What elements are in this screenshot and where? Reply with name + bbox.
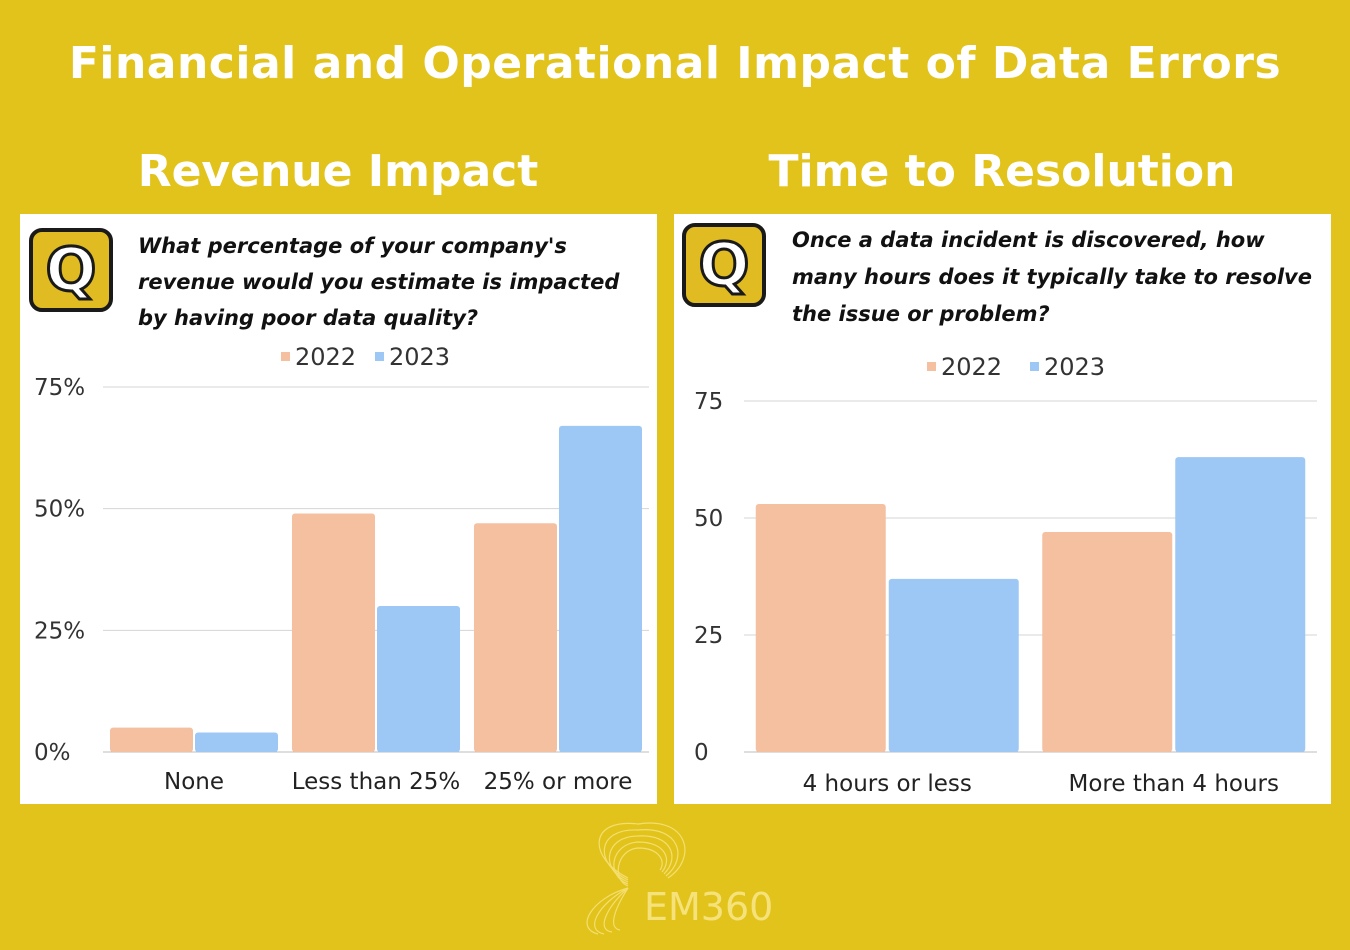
legend: 2022 2023 (927, 353, 1105, 381)
y-tick-label: 25% (34, 618, 85, 644)
x-category-label: 4 hours or less (803, 771, 972, 797)
question-badge-icon: Q (29, 228, 113, 312)
bar-2022-2 (474, 523, 557, 752)
legend-swatch-2023 (375, 352, 384, 361)
legend-swatch-2022 (927, 362, 936, 371)
legend-swatch-2023 (1030, 362, 1039, 371)
x-category-label: 25% or more (484, 769, 633, 795)
em360-logo: EM360 (568, 818, 783, 938)
bar-2022-1 (292, 513, 375, 752)
time-to-resolution-panel: Q Once a data incident is discovered, ho… (674, 214, 1331, 804)
x-category-label: None (164, 769, 224, 795)
bar-2023-1 (1175, 457, 1306, 752)
legend-label-2022: 2022 (941, 353, 1002, 381)
y-tick-label: 0 (694, 740, 709, 766)
em360-logo-text: EM360 (644, 885, 773, 929)
bar-2023-0 (195, 732, 278, 752)
legend-label-2023: 2023 (389, 343, 450, 371)
bar-2022-0 (755, 503, 886, 752)
legend: 2022 2023 (281, 343, 450, 371)
time-to-resolution-chart: 0 25 50 75 4 hours or less More than 4 hours 2… (694, 353, 1317, 797)
x-category-label: More than 4 hours (1068, 771, 1279, 797)
revenue-impact-chart: 0% 25% 50% 75% None Less than 25% 25% or more 2… (34, 343, 649, 795)
legend-swatch-2022 (281, 352, 290, 361)
y-tick-label: 50 (694, 506, 723, 532)
question-badge-icon: Q (682, 223, 766, 307)
question-badge-letter: Q (697, 229, 751, 302)
bar-2023-2 (559, 425, 642, 752)
y-tick-label: 0% (34, 740, 71, 766)
question-badge-letter: Q (44, 234, 98, 307)
y-tick-label: 75% (34, 375, 85, 401)
bar-2022-0 (110, 727, 193, 752)
main-title: Financial and Operational Impact of Data… (68, 38, 1282, 89)
em360-logo-icon: EM360 (586, 822, 773, 935)
bar-2023-0 (888, 578, 1019, 752)
time-to-resolution-heading: Time to Resolution (768, 146, 1236, 197)
revenue-question-text: What percentage of your company's revenu… (138, 234, 620, 330)
legend-label-2023: 2023 (1044, 353, 1105, 381)
legend-label-2022: 2022 (295, 343, 356, 371)
bar-2022-1 (1042, 532, 1173, 752)
resolution-question-text: Once a data incident is discovered, how … (792, 228, 1312, 326)
revenue-impact-heading: Revenue Impact (137, 146, 539, 197)
revenue-impact-panel: Q What percentage of your company's reve… (20, 214, 657, 804)
y-tick-label: 25 (694, 623, 723, 649)
y-tick-label: 50% (34, 497, 85, 523)
x-category-label: Less than 25% (292, 769, 461, 795)
bar-2023-1 (377, 606, 460, 752)
y-tick-label: 75 (694, 389, 723, 415)
